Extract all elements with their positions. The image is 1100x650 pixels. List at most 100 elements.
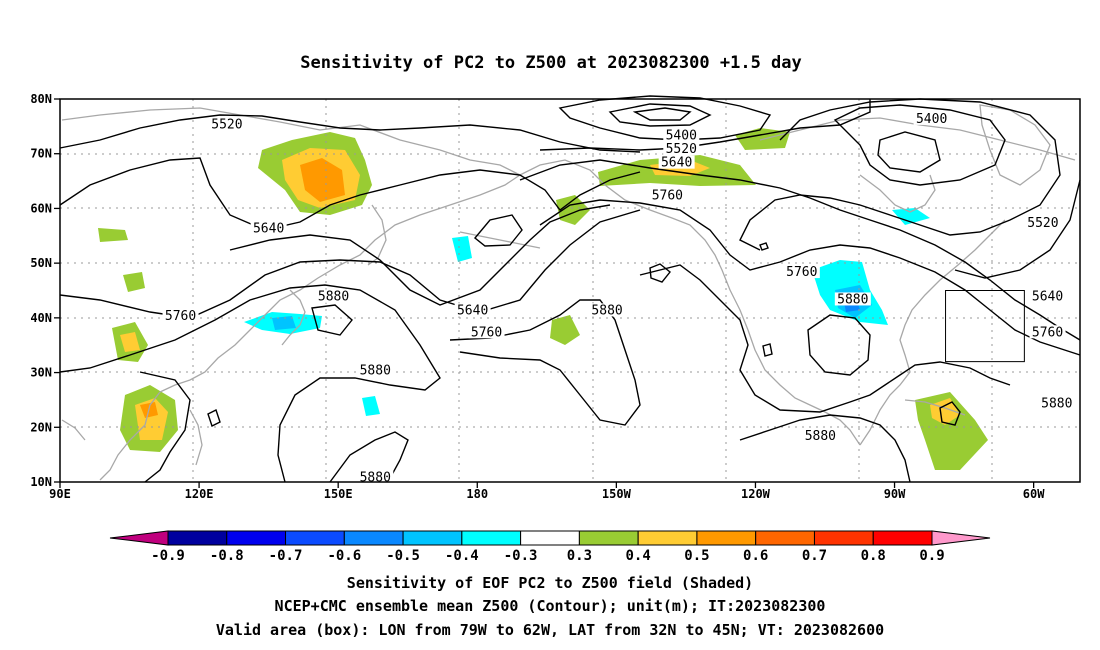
coast-philippines — [189, 409, 203, 466]
contour-label: 5880 — [360, 470, 391, 485]
contour-label: 5520 — [666, 142, 697, 157]
contour-label: 5880 — [591, 303, 622, 318]
shade-midpac-positive — [550, 315, 580, 345]
caption-line-2: NCEP+CMC ensemble mean Z500 (Contour); u… — [275, 597, 826, 615]
contour-5880-south-na — [739, 414, 911, 483]
colorbar-label: 0.6 — [743, 548, 768, 564]
contour-label: 5640 — [1032, 290, 1063, 305]
coast-siberia-north — [61, 107, 521, 176]
shade-labrador-negative — [892, 208, 930, 225]
coast-hudson-bay — [859, 174, 936, 213]
map-frame-bg — [60, 99, 1080, 482]
contour-5880-philippines — [139, 371, 191, 483]
contour-5520-mid — [539, 99, 871, 151]
contour-label: 5520 — [211, 117, 242, 132]
contour-label-bg — [208, 117, 245, 131]
contour-label: 5880 — [1041, 396, 1072, 411]
contour-label: 5760 — [1032, 325, 1063, 340]
contour-5640-east-curve — [954, 179, 1081, 279]
contour-5880-south — [329, 431, 409, 483]
lat-tick-label: 70N — [30, 147, 52, 161]
colorbar-label: -0.7 — [269, 548, 303, 564]
coast-asia-south — [99, 391, 161, 481]
lon-tick-label: 60W — [1023, 487, 1045, 501]
contour-5640-west — [59, 157, 641, 231]
lon-axis: 90E 120E 150E 180 150W 120W 90W 60W — [49, 482, 1045, 501]
lat-axis: 80N 70N 60N 50N 40N 30N 20N 10N — [30, 92, 60, 489]
contour-label-bg — [315, 289, 352, 303]
contour-label: 5880 — [318, 290, 349, 305]
contour-labels: 5520564057605880564057605880588054005520… — [162, 111, 1075, 485]
contour-label: 5640 — [253, 221, 284, 236]
contour-label-bg — [250, 221, 287, 235]
contour-label: 5640 — [457, 303, 488, 318]
contour-label-bg — [1029, 289, 1066, 303]
shade-tibet-positive — [98, 228, 128, 242]
contour-label-bg — [663, 141, 700, 155]
map-frame — [59, 98, 1081, 483]
contour-label-bg — [454, 303, 491, 317]
coast-greenland — [979, 104, 1051, 186]
contour-label-bg — [162, 308, 199, 322]
contour-caribbean-loop — [939, 401, 961, 426]
lon-tick-label: 120E — [185, 487, 214, 501]
colorbar-label: -0.4 — [445, 548, 479, 564]
contour-label: 5880 — [805, 429, 836, 444]
contour-label: 5880 — [360, 364, 391, 379]
contour-5880-midpac — [449, 299, 641, 426]
plot-title: Sensitivity of PC2 to Z500 at 2023082300… — [300, 53, 802, 73]
contour-5880-west — [59, 284, 441, 483]
contour-label: 5760 — [786, 265, 817, 280]
contour-label-bg — [649, 188, 686, 202]
contour-label-bg — [1024, 215, 1061, 229]
contour-low-inner-1 — [608, 103, 712, 127]
lon-tick-label: 150W — [602, 487, 632, 501]
contour-label-bg — [913, 111, 950, 125]
lat-tick-label: 80N — [30, 92, 52, 106]
colorbar-swatch — [402, 530, 463, 546]
contour-small-mexico-loop — [762, 343, 773, 357]
contour-5400-low — [558, 95, 772, 141]
lat-tick-label: 50N — [30, 256, 52, 270]
contour-low-inner-2 — [632, 107, 692, 121]
lon-tick-label: 90E — [49, 487, 71, 501]
shade-pacific-negative-small — [362, 396, 380, 416]
contour-label-bg — [658, 155, 695, 169]
lon-tick-label: 180 — [466, 487, 488, 501]
coast-na-west — [747, 329, 861, 446]
lat-tick-label: 30N — [30, 366, 52, 380]
coast-japan — [281, 289, 306, 346]
coast-caribbean-islands — [904, 399, 966, 416]
colorbar-low-triangle — [109, 530, 169, 546]
contour-5400-east — [833, 104, 1006, 186]
contour-label: 5760 — [165, 309, 196, 324]
colorbar-label: 0.7 — [802, 548, 827, 564]
colorbar-swatch — [461, 530, 522, 546]
contour-label: 5400 — [666, 128, 697, 143]
contour-label: 5400 — [916, 112, 947, 127]
contour-label: 5880 — [837, 292, 868, 307]
contour-label: 5760 — [652, 188, 683, 203]
shade-alaska-orange — [300, 158, 345, 202]
contour-label-bg — [663, 128, 700, 142]
coast-gulf-mexico — [859, 219, 1006, 446]
colorbar-label: -0.3 — [504, 548, 538, 564]
lon-tick-label: 120W — [741, 487, 771, 501]
contour-5520-east — [739, 98, 1061, 251]
colorbar-label: -0.6 — [327, 548, 361, 564]
colorbar-swatch — [285, 530, 345, 546]
colorbar-swatch — [696, 530, 757, 546]
colorbar-swatch — [813, 530, 874, 546]
contour-label-bg — [589, 303, 626, 317]
contour-label-bg — [357, 470, 394, 484]
contour-small-rockies-loop — [759, 242, 769, 251]
contour-5880-na — [639, 264, 1011, 413]
colorbar-label: -0.9 — [151, 548, 185, 564]
contour-label-bg — [357, 363, 394, 377]
colorbar-label: 0.4 — [626, 548, 651, 564]
caption-line-3: Valid area (box): LON from 79W to 62W, L… — [216, 621, 884, 639]
shade-india-positive — [123, 272, 145, 292]
colorbar-swatch — [755, 530, 815, 546]
colorbar-label: -0.5 — [386, 548, 420, 564]
